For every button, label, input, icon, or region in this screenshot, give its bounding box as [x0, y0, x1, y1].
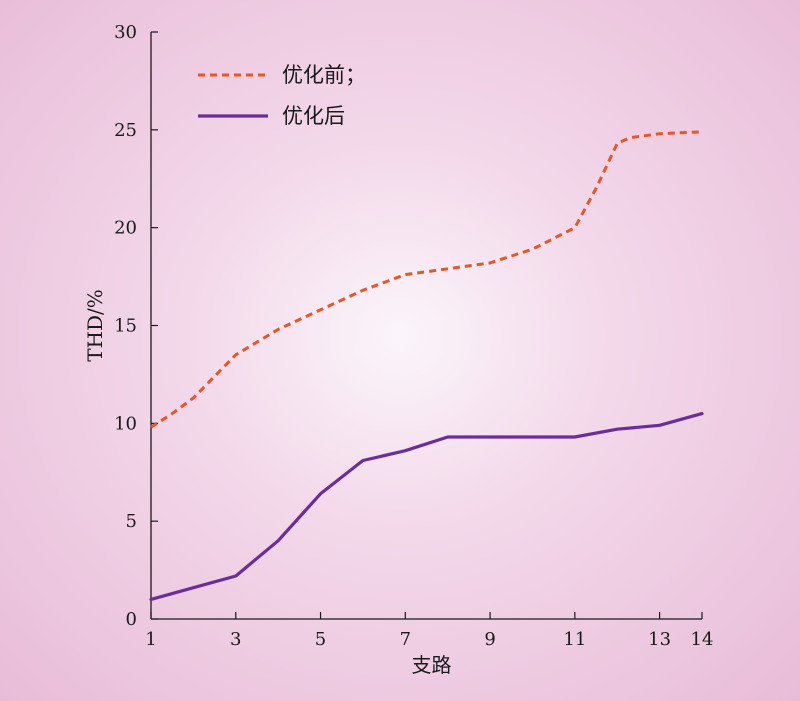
x-axis-label: 支路: [412, 653, 452, 677]
series-layer: [149, 130, 704, 602]
x-tick-label: 3: [230, 629, 241, 650]
y-tick-label: 10: [114, 413, 137, 434]
x-tick-label: 14: [691, 629, 714, 650]
legend: 优化前； 优化后: [198, 63, 366, 128]
y-tick-label: 15: [114, 316, 137, 337]
legend-label-1: 优化前；: [282, 63, 366, 87]
x-tick-label: 1: [145, 629, 156, 650]
y-axis-label: THD/%: [83, 289, 107, 362]
y-tick-label: 30: [114, 22, 137, 43]
series-line-1: [150, 130, 703, 429]
y-tick-label: 25: [114, 120, 137, 141]
x-tick-label: 11: [563, 629, 586, 650]
y-tick-label: 0: [126, 609, 137, 630]
legend-label-2: 优化后: [282, 104, 345, 128]
x-tick-label: 5: [315, 629, 326, 650]
y-tick-label: 20: [114, 218, 137, 239]
x-tick-label: 9: [484, 629, 495, 650]
y-tick-label: 5: [126, 511, 137, 532]
series-line-2: [149, 412, 704, 602]
x-tick-label: 7: [400, 629, 411, 650]
x-tick-label: 13: [648, 629, 671, 650]
